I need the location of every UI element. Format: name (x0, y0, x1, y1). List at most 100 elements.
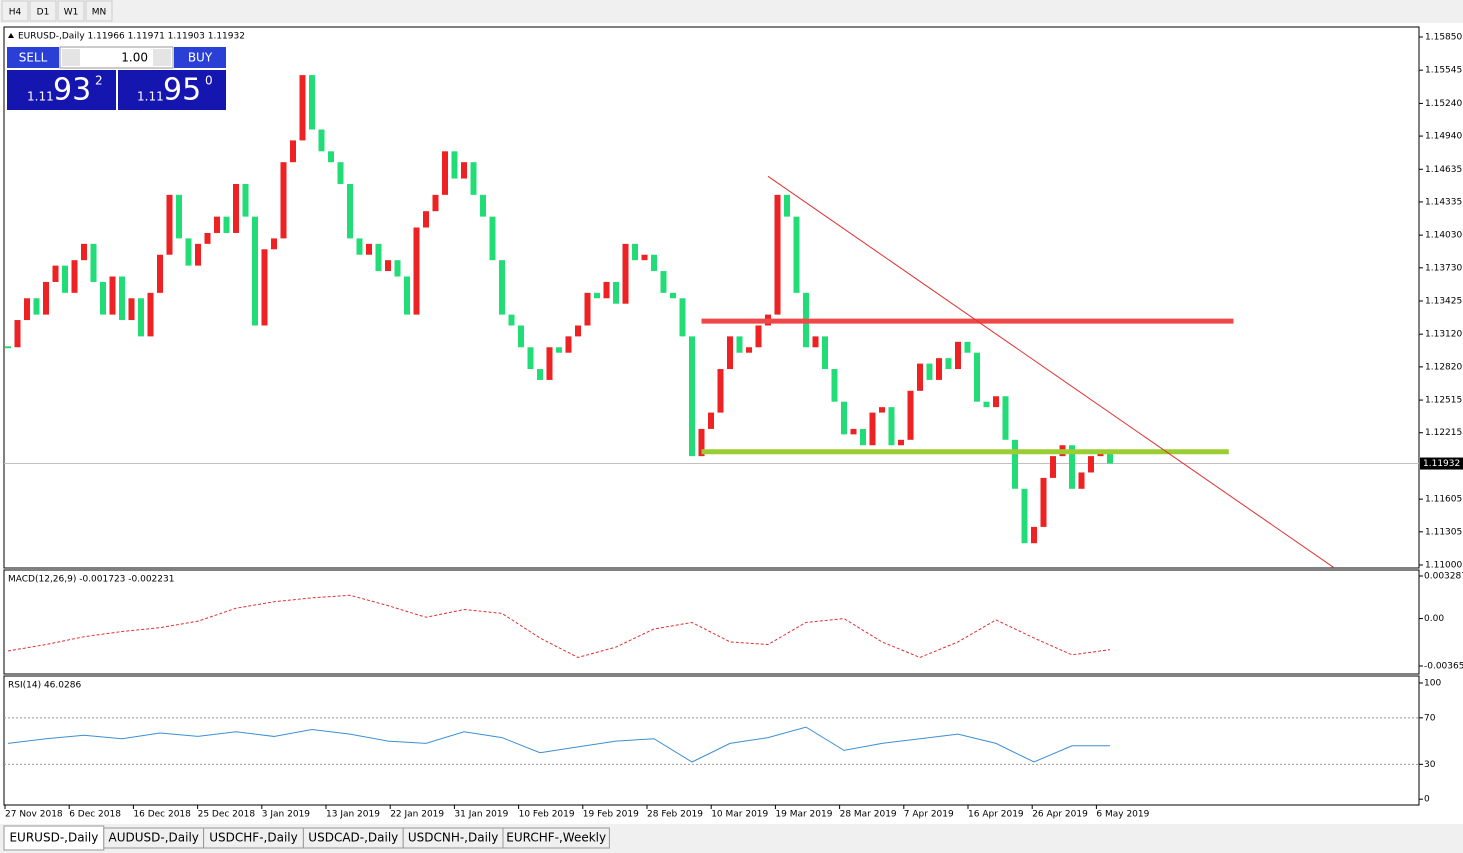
candle (109, 276, 116, 315)
rsi-pane (3, 675, 1420, 806)
candle (461, 162, 467, 179)
candle (689, 336, 695, 457)
candle (147, 292, 154, 337)
y-tick-label: 1.13120 (1425, 330, 1462, 340)
main-pane (3, 26, 1420, 569)
timeframe-button[interactable] (57, 0, 85, 22)
candle (850, 428, 857, 435)
candle (280, 162, 287, 239)
x-tick-label: 26 Apr 2019 (1032, 810, 1088, 820)
candle (907, 390, 914, 440)
candle (660, 271, 667, 293)
chart-tab[interactable] (502, 827, 610, 849)
x-tick-label: 19 Feb 2019 (583, 810, 639, 820)
y-tick-label: 1.14635 (1425, 165, 1462, 175)
chart-tab-label: USDCNH-,Daily (408, 831, 499, 845)
candle (128, 298, 135, 321)
current-price-label: 1.11932 (1423, 459, 1460, 469)
y-tick-label: 1.15850 (1425, 33, 1462, 43)
bid-fraction: 2 (95, 74, 103, 88)
candle (1069, 445, 1075, 489)
chart-title: EURUSD-,Daily 1.11966 1.11971 1.11903 1.… (18, 32, 245, 42)
candle (1031, 526, 1037, 544)
candle (489, 216, 496, 261)
candle (964, 341, 971, 353)
candle (119, 276, 125, 321)
candle (575, 325, 581, 337)
candle (318, 129, 325, 152)
timeframe-label: D1 (37, 8, 50, 18)
candle (594, 292, 600, 299)
candle (33, 298, 40, 315)
candle (1050, 456, 1056, 478)
candle (204, 232, 211, 244)
x-tick-label: 27 Nov 2018 (5, 810, 63, 820)
y-tick-label: -0.003659 (1424, 661, 1463, 671)
candle (385, 260, 391, 272)
y-tick-label: 1.15240 (1425, 99, 1462, 109)
timeframe-label: MN (92, 8, 107, 18)
chart-tab[interactable] (3, 825, 105, 851)
x-tick-label: 19 Mar 2019 (775, 810, 832, 820)
candle (299, 75, 306, 141)
candle (347, 183, 353, 239)
timeframe-button[interactable] (85, 0, 113, 22)
candle (290, 140, 296, 163)
candle (917, 363, 923, 391)
x-tick-label: 31 Jan 2019 (454, 810, 508, 820)
candle (394, 260, 401, 277)
candle (1040, 477, 1047, 527)
x-tick-label: 6 May 2019 (1096, 810, 1149, 820)
candle (214, 216, 220, 233)
candle (252, 216, 258, 326)
chart-tab-label: EURCHF-,Weekly (506, 831, 606, 845)
candle (413, 227, 420, 315)
lot-field[interactable] (59, 46, 174, 69)
candle (717, 369, 724, 413)
y-tick-label: 1.12515 (1425, 396, 1462, 406)
ask-box[interactable] (118, 70, 226, 110)
y-tick-label: 1.12820 (1425, 362, 1462, 372)
candle (879, 407, 885, 413)
x-tick-label: 28 Feb 2019 (647, 810, 703, 820)
timeframe-button[interactable] (29, 0, 57, 22)
lot-up[interactable] (153, 49, 171, 66)
candle (52, 265, 59, 282)
candle (432, 194, 439, 212)
x-tick-label: 25 Dec 2018 (198, 810, 256, 820)
buy-label: BUY (188, 51, 213, 65)
toolbar (0, 0, 1463, 23)
candle (1078, 472, 1085, 489)
candle (1088, 456, 1094, 473)
candle (869, 412, 876, 446)
candle (622, 243, 629, 304)
candle (508, 314, 515, 326)
chart-tab-label: AUDUSD-,Daily (109, 831, 199, 845)
candle (651, 254, 657, 272)
candle (242, 183, 249, 217)
buy-button[interactable] (174, 47, 226, 68)
candle (936, 358, 942, 380)
lot-down[interactable] (62, 49, 80, 66)
candle (537, 369, 543, 380)
bid-box[interactable] (7, 70, 116, 110)
x-tick-label: 6 Dec 2018 (69, 810, 121, 820)
candle (584, 292, 591, 326)
candle (366, 243, 372, 255)
timeframe-button[interactable] (1, 0, 29, 22)
candle (708, 412, 714, 429)
candle (356, 238, 363, 255)
x-tick-label: 16 Apr 2019 (968, 810, 1024, 820)
candle (632, 243, 638, 261)
candle (43, 281, 49, 315)
candle (223, 216, 230, 233)
candle (518, 325, 524, 348)
chart-tab-label: EURUSD-,Daily (9, 831, 98, 845)
sell-button[interactable] (7, 47, 59, 68)
candle (176, 194, 182, 239)
y-tick-label: 1.13730 (1425, 263, 1462, 273)
candle (337, 162, 344, 184)
candle (90, 243, 97, 282)
candle (613, 281, 619, 304)
